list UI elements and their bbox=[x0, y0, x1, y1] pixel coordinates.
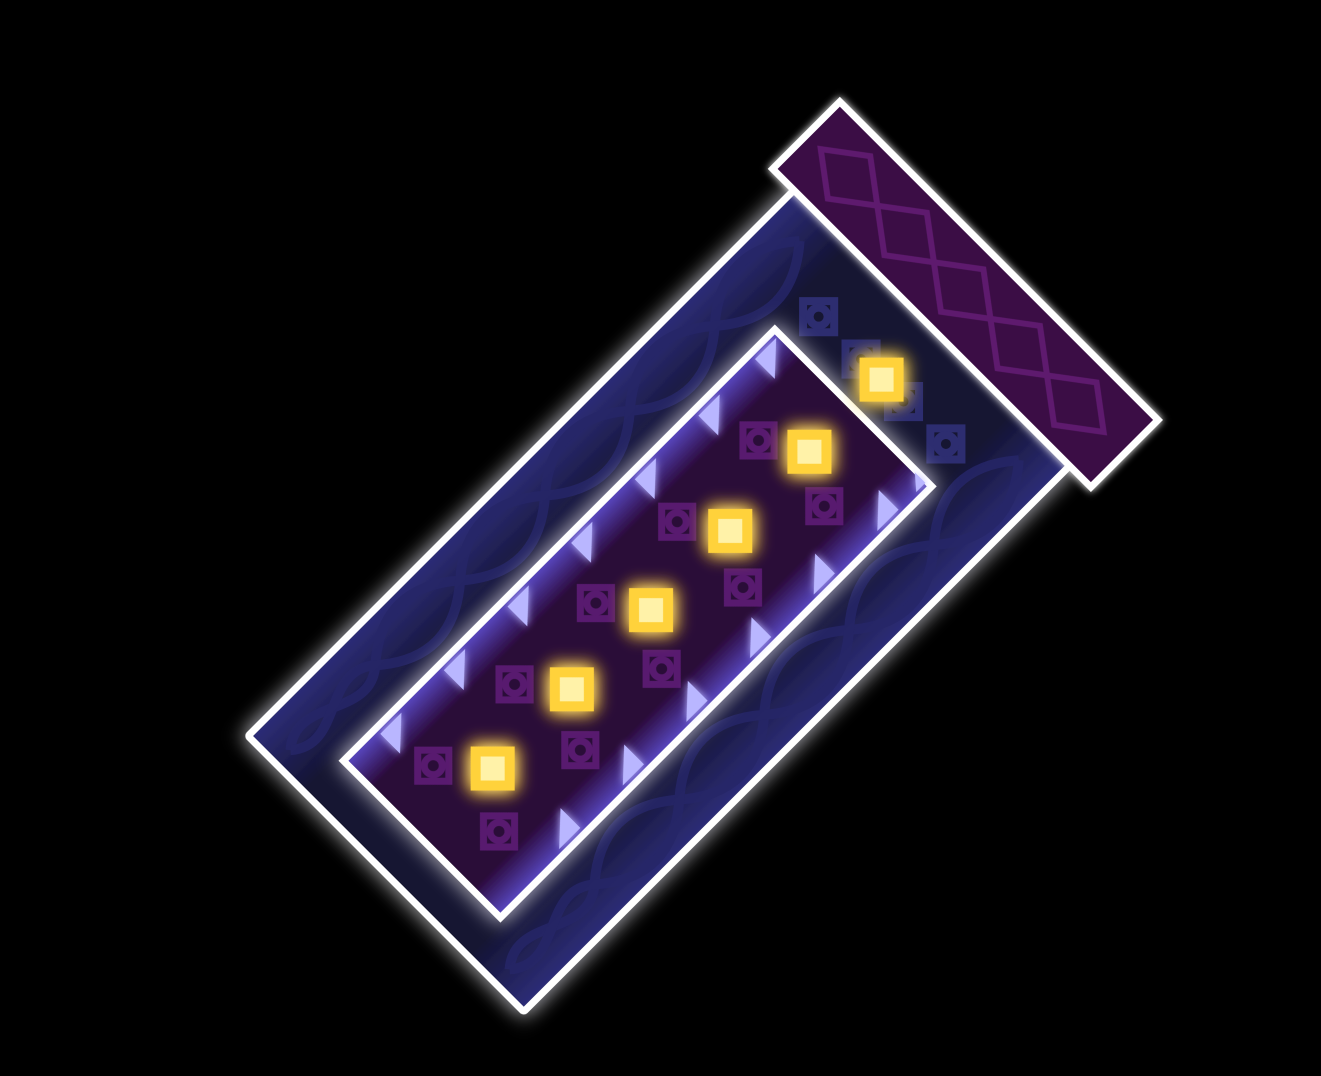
rail-line-bottom bbox=[495, 428, 1037, 970]
wave-pattern-bottom bbox=[504, 455, 1024, 975]
spike bbox=[877, 489, 899, 531]
spike bbox=[754, 337, 777, 379]
gem bbox=[470, 746, 515, 791]
wave-pattern-top bbox=[285, 236, 805, 756]
gem bbox=[549, 667, 594, 712]
spike bbox=[698, 394, 720, 436]
end-cap bbox=[767, 96, 1163, 493]
spike-row-top bbox=[380, 337, 777, 754]
spike bbox=[507, 585, 529, 627]
spike bbox=[443, 649, 466, 691]
spike bbox=[559, 808, 581, 850]
spike bbox=[380, 712, 402, 754]
gem-row bbox=[470, 357, 904, 791]
rail-line-top bbox=[288, 222, 830, 764]
spike bbox=[571, 521, 593, 563]
spike bbox=[634, 458, 657, 500]
spike bbox=[750, 617, 772, 659]
spike bbox=[914, 472, 926, 493]
ring-pattern bbox=[414, 421, 844, 851]
gem bbox=[629, 588, 674, 633]
level-block bbox=[245, 96, 1163, 1015]
spike bbox=[813, 553, 835, 595]
spike bbox=[686, 680, 708, 722]
spike-row-bottom bbox=[559, 472, 926, 850]
spike bbox=[622, 744, 644, 786]
end-cap-body bbox=[767, 96, 1163, 493]
gem bbox=[787, 429, 832, 474]
gem bbox=[708, 508, 753, 553]
end-cap-diamond-pattern bbox=[817, 145, 1108, 436]
ring-decor-end bbox=[799, 297, 966, 464]
gem bbox=[859, 357, 904, 402]
